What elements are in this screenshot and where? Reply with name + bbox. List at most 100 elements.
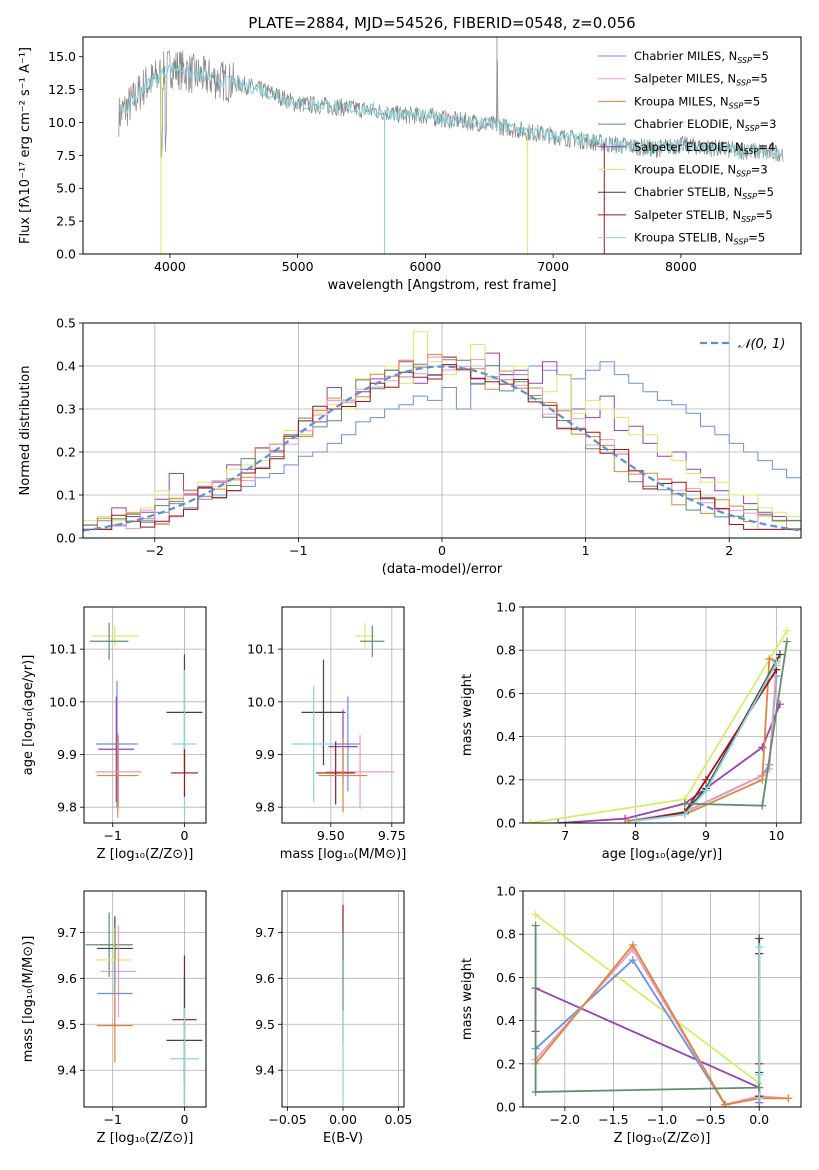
histogram-salpeter-miles xyxy=(83,356,801,530)
y-tick-label: 10.0 xyxy=(49,694,77,709)
legend-label: 𝒩(0, 1) xyxy=(738,337,785,352)
point-marker xyxy=(782,626,791,635)
point-marker xyxy=(526,819,535,823)
x-tick-label: 9.50 xyxy=(317,828,345,843)
legend-label: Chabrier STELIB, NSSP=5 xyxy=(634,185,774,201)
x-tick-label: 0 xyxy=(180,1112,188,1127)
point-marker xyxy=(721,1100,730,1107)
y-tick-label: 0.2 xyxy=(496,1056,516,1071)
legend-label-sub: SSP xyxy=(729,101,744,110)
point-marker xyxy=(775,650,784,659)
x-tick-label: −1 xyxy=(103,828,121,843)
x-tick-label: −0.5 xyxy=(695,1112,725,1127)
y-tick-label: 9.7 xyxy=(57,925,77,940)
point-marker xyxy=(628,941,637,949)
y-tick-label: 9.8 xyxy=(57,800,77,815)
y-tick-label: 9.8 xyxy=(255,800,275,815)
legend-label-text: Salpeter ELODIE, N xyxy=(634,140,744,154)
x-tick-label: 5000 xyxy=(282,259,314,274)
y-tick-label: 9.6 xyxy=(57,971,77,986)
y-tick-label: 15.0 xyxy=(48,49,76,64)
panel-spectrum: 4000 5000 6000 7000 8000 0.0 2.5 5.0 7.5 10.0 12.5… xyxy=(18,36,802,293)
y-tick-label: 1.0 xyxy=(496,600,516,615)
point-marker xyxy=(631,816,640,823)
legend-label-tail: =3 xyxy=(751,163,768,177)
y-tick-label: 0.8 xyxy=(496,643,516,658)
legend-label-tail: =5 xyxy=(748,231,765,245)
x-axis-label: age [log₁₀(age/yr)] xyxy=(602,847,723,862)
line-kroupa-stelib xyxy=(635,662,778,822)
y-tick-label: 9.5 xyxy=(57,1017,77,1032)
x-axis-label: (data-model)/error xyxy=(382,562,503,577)
panel-residuals: −2 −1 0 1 2 0.0 0.1 0.2 0.3 0.4 0.5 (data-model)/er… xyxy=(18,316,802,577)
legend-label-sub: SSP xyxy=(741,215,756,224)
y-axis-label: age [log₁₀(age/yr)] xyxy=(21,655,36,776)
spectrum-model-line xyxy=(118,62,784,160)
point-marker xyxy=(765,654,774,663)
legend-label: Kroupa STELIB, NSSP=5 xyxy=(634,231,765,247)
legend-label-text: Kroupa STELIB, N xyxy=(634,231,734,245)
axes-frame xyxy=(82,36,802,255)
y-axis-label: mass weight xyxy=(460,674,475,756)
point-marker xyxy=(755,1083,764,1092)
legend-label-sub: SSP xyxy=(736,79,751,88)
x-axis-label: Z [log₁₀(Z/Z⊙)] xyxy=(614,1131,711,1146)
point-marker xyxy=(531,910,540,919)
point-marker xyxy=(755,1070,764,1079)
y-tick-label: 9.4 xyxy=(255,1063,275,1078)
line-salpeter-stelib xyxy=(635,669,778,822)
y-axis-label: Flux [fλ10⁻¹⁷ erg cm⁻² s⁻¹ A⁻¹] xyxy=(18,47,33,244)
y-tick-label: 0.6 xyxy=(496,970,516,985)
y-tick-label: 0.5 xyxy=(56,316,76,331)
y-tick-label: 0.4 xyxy=(496,729,516,744)
point-marker xyxy=(755,934,764,943)
point-marker xyxy=(701,786,710,795)
axes-frame xyxy=(522,890,802,1108)
x-axis-label: Z [log₁₀(Z/Z⊙)] xyxy=(97,1131,194,1146)
y-tick-label: 10.0 xyxy=(247,694,275,709)
y-axis-label: mass [log₁₀(M/M⊙)] xyxy=(21,936,36,1063)
legend-label-tail: =5 xyxy=(751,72,768,86)
y-tick-label: 2.5 xyxy=(56,214,76,229)
panel-mass-vs-EBV: −0.05 0.00 0.05 9.4 9.5 9.6 9.7 E(B-V) xyxy=(255,890,412,1146)
y-tick-label: 5.0 xyxy=(56,181,76,196)
point-marker xyxy=(621,814,630,823)
y-tick-label: 7.5 xyxy=(56,148,76,163)
spectrum-data-line xyxy=(118,50,784,162)
x-tick-label: 0.00 xyxy=(329,1112,357,1127)
legend-label-sub: SSP xyxy=(737,56,752,65)
x-tick-label: −1 xyxy=(289,543,307,558)
y-tick-label: 9.5 xyxy=(255,1017,275,1032)
point-marker xyxy=(765,765,774,773)
point-marker xyxy=(680,810,689,819)
y-tick-label: 0.1 xyxy=(56,488,76,503)
y-tick-label: 0.4 xyxy=(496,1013,516,1028)
legend-label-tail: =3 xyxy=(760,117,777,131)
x-tick-label: 9 xyxy=(702,828,710,843)
legend-label-tail: =5 xyxy=(752,49,769,63)
point-marker xyxy=(554,819,563,823)
legend-label-tail: =5 xyxy=(743,94,760,108)
x-axis-label: wavelength [Angstrom, rest frame] xyxy=(328,278,557,293)
x-tick-label: 2 xyxy=(725,543,733,558)
x-tick-label: 1 xyxy=(582,543,590,558)
y-tick-label: 0.8 xyxy=(496,927,516,942)
legend-label-text: Chabrier MILES, N xyxy=(634,49,737,63)
legend-label: Salpeter ELODIE, NSSP=4 xyxy=(634,140,775,156)
y-axis-label: Normed distribution xyxy=(18,366,33,496)
y-tick-label: 10.0 xyxy=(48,115,76,130)
panel-mass-weight-vs-age: 7 8 9 10 0.0 0.2 0.4 0.6 0.8 1.0 age [log₁₀(age/yr… xyxy=(460,600,802,862)
x-axis-label: mass [log₁₀(M/M⊙)] xyxy=(280,847,407,862)
x-tick-label: 7 xyxy=(561,828,569,843)
point-marker xyxy=(782,637,791,646)
legend-label-text: Salpeter MILES, N xyxy=(634,72,736,86)
y-tick-label: 12.5 xyxy=(48,82,76,97)
figure-title: PLATE=2884, MJD=54526, FIBERID=0548, z=0… xyxy=(248,14,635,32)
legend-label: Kroupa MILES, NSSP=5 xyxy=(634,94,760,110)
y-tick-label: 9.6 xyxy=(255,971,275,986)
x-tick-label: 6000 xyxy=(409,259,441,274)
line-chabrier-elodie xyxy=(534,925,760,1093)
y-tick-label: 0.0 xyxy=(496,816,516,831)
point-marker xyxy=(701,775,710,784)
